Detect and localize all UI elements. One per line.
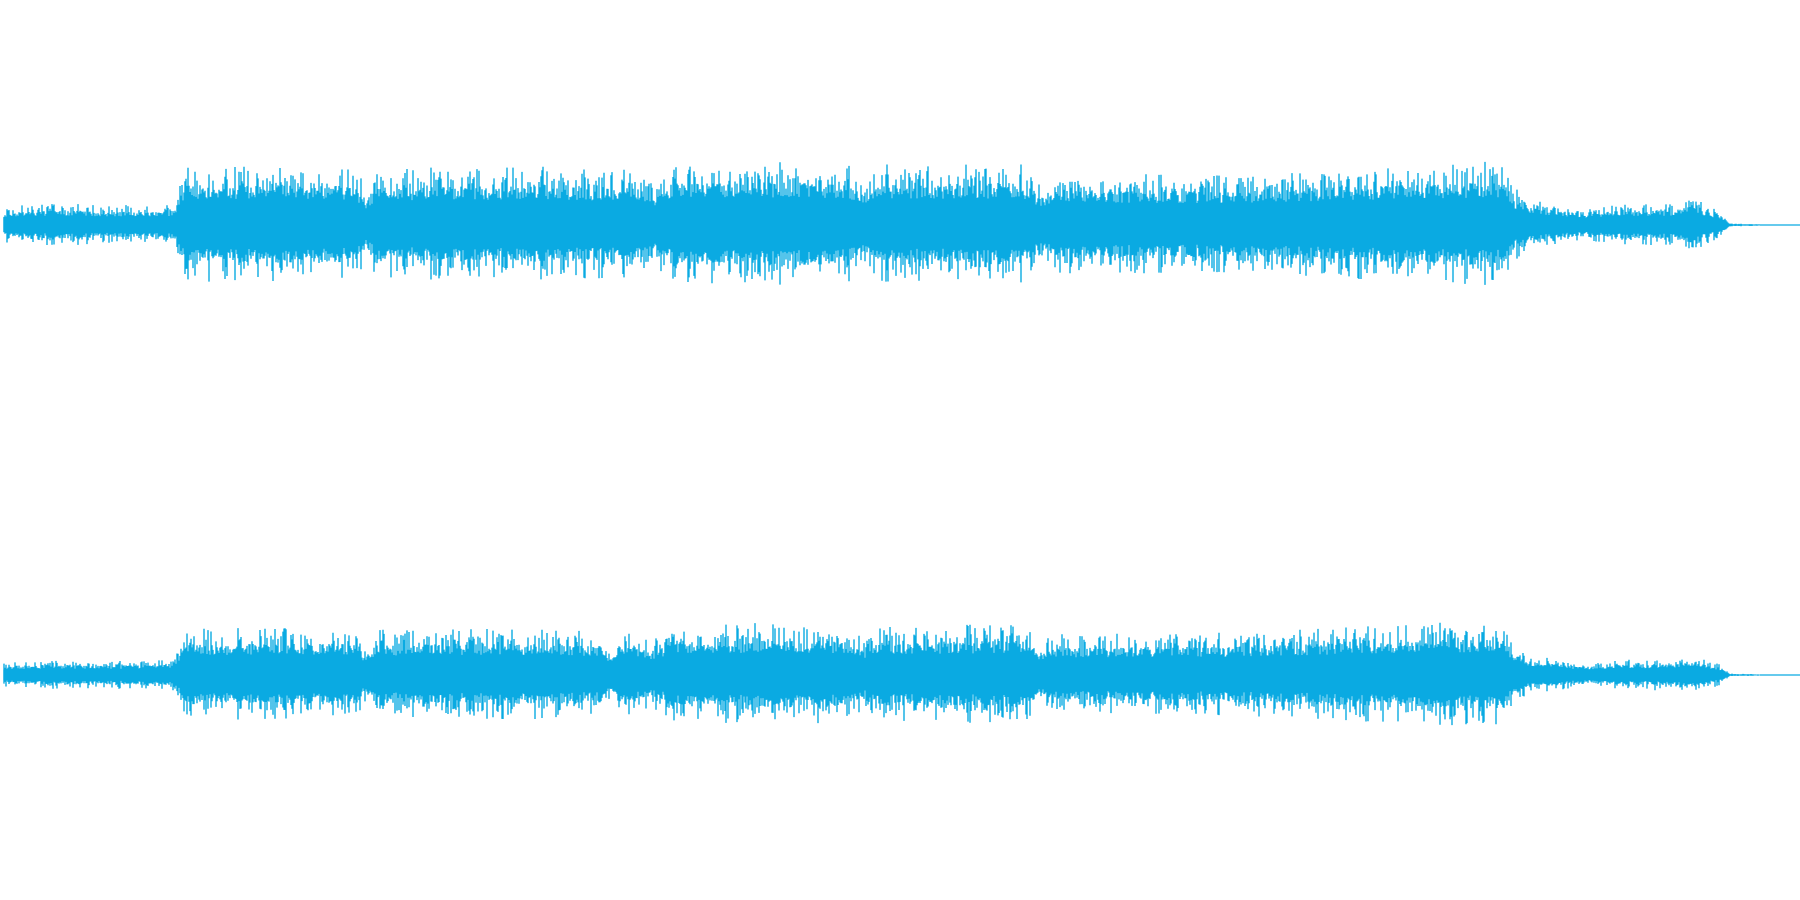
waveform-core-left (3, 200, 1761, 250)
waveform-channel-right (3, 622, 1800, 726)
waveform-core-right (3, 654, 1761, 696)
waveform-channel-left (3, 161, 1800, 285)
